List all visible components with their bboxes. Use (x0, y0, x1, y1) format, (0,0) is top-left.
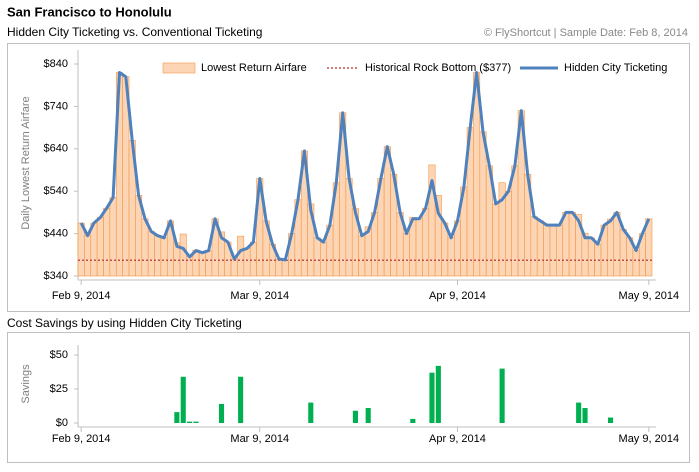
chart-title: Cost Savings by using Hidden City Ticket… (7, 316, 242, 330)
bar (249, 241, 257, 277)
y-tick-label: $340 (44, 270, 68, 282)
bar (435, 365, 441, 423)
bar (198, 252, 206, 277)
bar (607, 218, 615, 277)
bar (243, 248, 251, 277)
bar (511, 165, 519, 277)
y-tick-label: $50 (50, 349, 68, 361)
bar (103, 207, 111, 277)
x-tick-label: Feb 9, 2014 (52, 433, 111, 445)
bar (447, 237, 455, 277)
bar (619, 229, 627, 277)
bar (352, 410, 358, 423)
bar (607, 417, 614, 423)
bar (415, 218, 423, 277)
bar (275, 258, 283, 277)
bar (320, 241, 328, 277)
bar (187, 421, 193, 423)
page-subtitle: Hidden City Ticketing vs. Conventional T… (7, 25, 262, 39)
x-tick-label: Apr 9, 2014 (429, 290, 486, 302)
y-tick-label: $440 (44, 228, 68, 240)
x-tick-label: Mar 9, 2014 (230, 290, 289, 302)
y-axis-label: Savings (20, 364, 32, 404)
y-axis-label: Daily Lowest Return Airfare (20, 96, 32, 229)
bar (147, 231, 155, 277)
bar (154, 235, 162, 277)
bar (141, 218, 149, 277)
bar (505, 190, 512, 277)
x-tick-label: Feb 9, 2014 (52, 290, 111, 302)
y-tick-label: $640 (44, 143, 68, 155)
bar (383, 146, 391, 277)
bar (238, 376, 244, 423)
line (79, 71, 651, 262)
bar (582, 408, 588, 423)
bar (492, 203, 500, 277)
bar (77, 222, 85, 277)
bar (479, 131, 487, 277)
y-tick-label: $840 (44, 58, 68, 70)
source-note: © FlyShortcut | Sample Date: Feb 8, 2014 (484, 27, 688, 39)
bar (308, 402, 314, 423)
bar (536, 220, 544, 277)
y-tick-label: $25 (50, 383, 68, 395)
bar (543, 224, 551, 277)
bar (402, 233, 410, 277)
bar (96, 217, 104, 277)
bar (180, 376, 186, 423)
bar (576, 402, 582, 423)
bar (186, 256, 194, 277)
bar (587, 237, 595, 277)
page-title: San Francisco to Honolulu (7, 4, 172, 19)
bar (645, 218, 653, 277)
y-tick-label: $0 (56, 417, 68, 429)
bar (281, 259, 289, 277)
x-tick-label: Mar 9, 2014 (230, 433, 289, 445)
bar (358, 235, 366, 277)
bar (632, 250, 640, 277)
x-tick-label: May 9, 2014 (619, 433, 680, 445)
bar (160, 237, 168, 277)
bar (562, 212, 570, 277)
bar (556, 224, 564, 277)
y-tick-label: $540 (44, 185, 68, 197)
legend-label: Hidden City Ticketing (564, 62, 667, 74)
bar (218, 403, 225, 423)
bar (84, 235, 92, 277)
legend-label: Lowest Return Airfare (201, 62, 307, 74)
bar (499, 368, 505, 423)
bar (205, 250, 213, 277)
bar (568, 212, 576, 277)
bar (90, 222, 98, 277)
bar (429, 372, 435, 423)
bar (193, 421, 199, 423)
bar (581, 232, 589, 277)
bar (237, 235, 245, 277)
y-tick-label: $740 (44, 100, 68, 112)
bar (174, 412, 180, 423)
bar (530, 216, 538, 277)
bar (230, 258, 238, 277)
bar (422, 207, 430, 277)
legend-label: Historical Rock Bottom ($377) (365, 62, 511, 74)
bar (549, 224, 557, 277)
panel (7, 332, 690, 463)
x-tick-label: Apr 9, 2014 (429, 433, 486, 445)
bar (365, 408, 371, 423)
bar (313, 237, 321, 277)
x-tick-label: May 9, 2014 (619, 290, 680, 302)
bar (109, 197, 117, 277)
bar (179, 233, 187, 277)
bar (410, 418, 416, 423)
legend-swatch (162, 62, 196, 74)
